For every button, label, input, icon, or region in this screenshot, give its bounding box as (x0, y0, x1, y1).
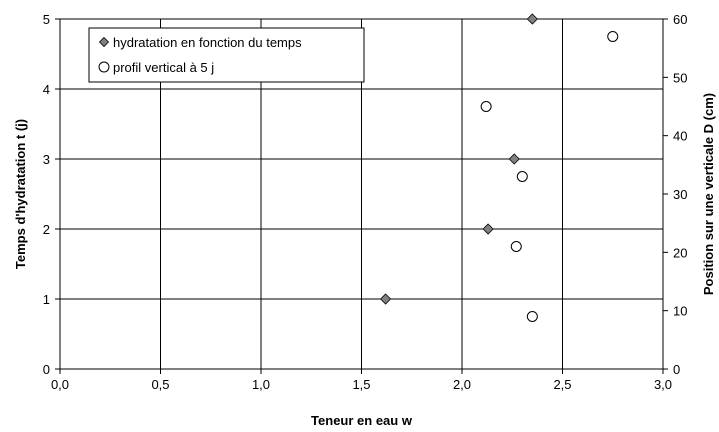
data-point-circle (510, 241, 522, 252)
data-point-diamond (508, 153, 520, 165)
y2-tick-label: 50 (673, 70, 687, 85)
y-tick-label: 0 (43, 362, 50, 377)
x-tick-label: 3,0 (654, 377, 672, 392)
y2-tick-label: 30 (673, 187, 687, 202)
y2-tick-label: 10 (673, 304, 687, 319)
data-point-diamond (526, 13, 538, 25)
y-axis-title: Temps d'hydratation t (j) (13, 119, 28, 269)
x-axis-ticks: 0,0 0,5 1,0 1,5 2,0 2,5 3,0 (51, 369, 672, 392)
legend-marker-circle (98, 61, 110, 73)
y-tick-label: 3 (43, 152, 50, 167)
y-tick-label: 2 (43, 222, 50, 237)
y-tick-label: 5 (43, 12, 50, 27)
data-point-circle (480, 101, 492, 112)
x-tick-label: 1,5 (352, 377, 370, 392)
y2-tick-label: 0 (673, 362, 680, 377)
x-tick-label: 2,0 (453, 377, 471, 392)
legend-entry-profil: profil vertical à 5 j (113, 60, 214, 75)
y2-tick-label: 40 (673, 129, 687, 144)
data-point-circle (526, 311, 538, 322)
data-point-diamond (482, 223, 494, 235)
x-tick-label: 2,5 (553, 377, 571, 392)
y2-axis-title: Position sur une verticale D (cm) (701, 93, 716, 295)
data-point-circle (607, 31, 619, 42)
legend-box (88, 27, 365, 83)
legend-entry-hydratation: hydratation en fonction du temps (113, 35, 302, 50)
y-tick-label: 4 (43, 82, 50, 97)
y2-tick-label: 60 (673, 12, 687, 27)
y2-tick-label: 20 (673, 245, 687, 260)
x-tick-label: 0,0 (51, 377, 69, 392)
data-point-circle (516, 171, 528, 182)
y2-axis-ticks: 0 10 20 30 40 50 60 (663, 12, 687, 377)
data-points (380, 13, 619, 322)
data-point-diamond (380, 293, 392, 305)
legend-marker-diamond (98, 36, 110, 48)
y-axis-ticks: 0 1 2 3 4 5 (43, 12, 60, 377)
x-axis-title: Teneur en eau w (311, 413, 413, 428)
legend: hydratation en fonction du temps profil … (88, 27, 365, 83)
y-tick-label: 1 (43, 292, 50, 307)
x-tick-label: 0,5 (151, 377, 169, 392)
x-tick-label: 1,0 (252, 377, 270, 392)
